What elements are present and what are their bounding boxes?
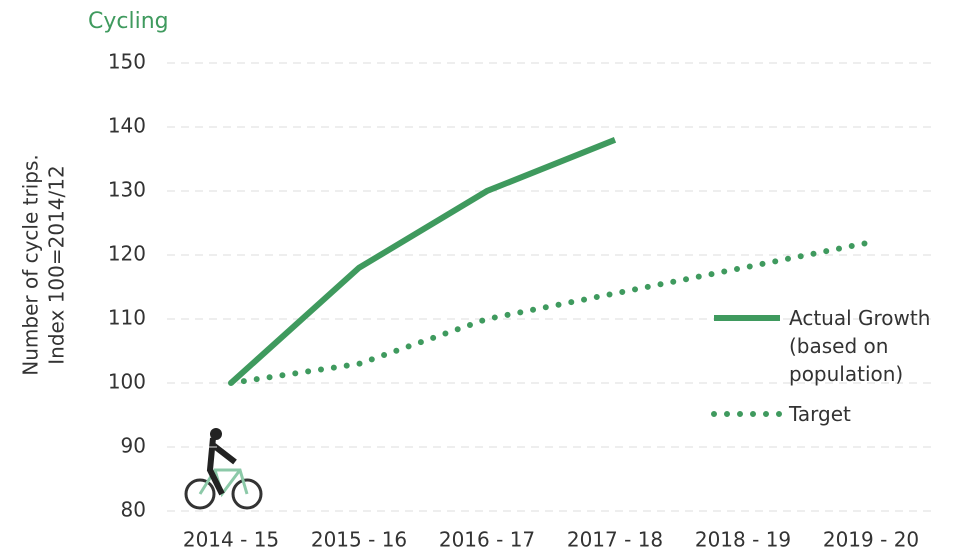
y-tick-label: 150 (108, 50, 146, 74)
y-tick-label: 130 (108, 178, 146, 202)
x-tick-label: 2019 - 20 (823, 528, 919, 552)
chart-title: Cycling (88, 9, 169, 34)
y-tick-label: 80 (121, 498, 146, 522)
x-tick-label: 2014 - 15 (183, 528, 279, 552)
y-tick-label: 110 (108, 306, 146, 330)
y-axis-label: Number of cycle trips. (19, 154, 43, 375)
y-tick-label: 100 (108, 370, 146, 394)
y-axis-label: Index 100=2014/12 (45, 165, 69, 364)
x-tick-label: 2015 - 16 (311, 528, 407, 552)
x-tick-label: 2018 - 19 (695, 528, 791, 552)
series-line (228, 239, 874, 386)
cyclist-icon (184, 428, 263, 510)
y-tick-label: 90 (121, 434, 146, 458)
legend-label: Target (789, 402, 851, 426)
series-line (228, 137, 617, 386)
legend-label: Actual Growth (based on population) (789, 306, 931, 386)
y-tick-label: 140 (108, 114, 146, 138)
x-tick-label: 2017 - 18 (567, 528, 663, 552)
x-tick-label: 2016 - 17 (439, 528, 535, 552)
y-tick-label: 120 (108, 242, 146, 266)
